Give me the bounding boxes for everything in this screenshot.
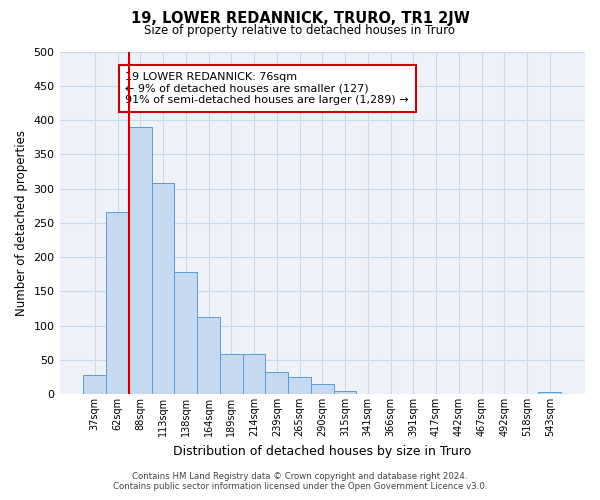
Bar xyxy=(538,392,561,394)
Bar xyxy=(152,183,175,394)
Bar xyxy=(129,127,152,394)
Bar xyxy=(242,354,265,394)
Bar xyxy=(220,354,242,394)
Text: 19 LOWER REDANNICK: 76sqm
← 9% of detached houses are smaller (127)
91% of semi-: 19 LOWER REDANNICK: 76sqm ← 9% of detach… xyxy=(125,72,409,106)
Text: Contains HM Land Registry data © Crown copyright and database right 2024.
Contai: Contains HM Land Registry data © Crown c… xyxy=(113,472,487,491)
Bar xyxy=(175,272,197,394)
Y-axis label: Number of detached properties: Number of detached properties xyxy=(15,130,28,316)
Bar xyxy=(334,390,356,394)
Text: Size of property relative to detached houses in Truro: Size of property relative to detached ho… xyxy=(145,24,455,37)
Text: 19, LOWER REDANNICK, TRURO, TR1 2JW: 19, LOWER REDANNICK, TRURO, TR1 2JW xyxy=(131,11,469,26)
Bar xyxy=(106,212,129,394)
Bar xyxy=(311,384,334,394)
X-axis label: Distribution of detached houses by size in Truro: Distribution of detached houses by size … xyxy=(173,444,472,458)
Bar xyxy=(288,377,311,394)
Bar xyxy=(197,316,220,394)
Bar xyxy=(265,372,288,394)
Bar xyxy=(83,375,106,394)
